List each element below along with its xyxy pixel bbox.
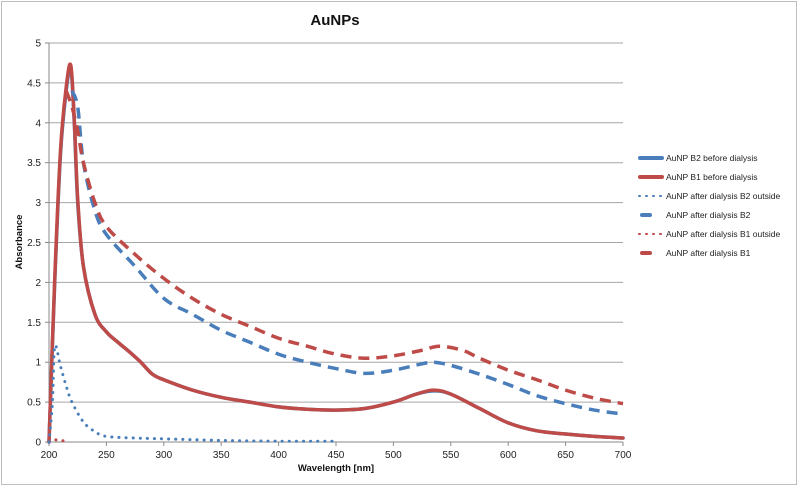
- legend-item: AuNP after dialysis B1: [638, 243, 780, 262]
- legend: AuNP B2 before dialysis AuNP B1 before di…: [638, 148, 780, 262]
- x-tick-label: 500: [385, 450, 402, 461]
- x-tick-label: 200: [41, 450, 58, 461]
- y-axis-label: Absorbance: [14, 215, 25, 270]
- y-tick-label: 3: [35, 198, 41, 209]
- x-tick-label: 600: [500, 450, 517, 461]
- x-tick-label: 550: [442, 450, 459, 461]
- series-line-6: [64, 90, 624, 406]
- y-tick-label: 4.5: [27, 78, 41, 89]
- y-tick-label: 3.5: [27, 158, 41, 169]
- series-line-5: [47, 436, 68, 443]
- legend-swatch-icon: [638, 248, 664, 258]
- y-tick-label: 5: [35, 39, 41, 50]
- x-axis-label: Wavelength [nm]: [298, 463, 374, 474]
- x-tick-label: 250: [98, 450, 115, 461]
- legend-item: AuNP after dialysis B2 outside: [638, 186, 780, 205]
- legend-item: AuNP after dialysis B2: [638, 205, 780, 224]
- y-tick-label: 1: [35, 358, 41, 369]
- legend-swatch-icon: [638, 172, 664, 182]
- legend-swatch-icon: [638, 229, 664, 239]
- legend-label: AuNP after dialysis B1: [666, 247, 751, 258]
- x-tick-label: 650: [557, 450, 574, 461]
- legend-item: AuNP B2 before dialysis: [638, 148, 780, 167]
- x-tick-label: 700: [615, 450, 632, 461]
- y-tick-label: 2.5: [27, 238, 41, 249]
- y-tick-label: 4: [35, 118, 41, 129]
- y-tick-label: 0.5: [27, 398, 41, 409]
- x-tick-label: 350: [213, 450, 230, 461]
- legend-label: AuNP B2 before dialysis: [666, 152, 758, 163]
- chart-title: AuNPs: [310, 12, 360, 29]
- series-line-4: [70, 90, 624, 416]
- x-tick-label: 450: [328, 450, 345, 461]
- legend-label: AuNP after dialysis B2 outside: [666, 190, 781, 201]
- legend-label: AuNP after dialysis B2: [666, 209, 751, 220]
- x-tick-label: 300: [155, 450, 172, 461]
- legend-swatch-icon: [638, 153, 664, 163]
- legend-swatch-icon: [638, 191, 664, 201]
- legend-swatch-icon: [638, 210, 664, 220]
- series-line-2: [47, 62, 625, 444]
- x-tick-label: 400: [270, 450, 287, 461]
- y-tick-label: 2: [35, 278, 41, 289]
- legend-label: AuNP B1 before dialysis: [666, 171, 758, 182]
- y-tick-label: 1.5: [27, 318, 41, 329]
- y-tick-label: 0: [35, 438, 41, 449]
- legend-label: AuNP after dialysis B1 outside: [666, 228, 781, 239]
- legend-item: AuNP after dialysis B1 outside: [638, 224, 780, 243]
- legend-item: AuNP B1 before dialysis: [638, 167, 780, 186]
